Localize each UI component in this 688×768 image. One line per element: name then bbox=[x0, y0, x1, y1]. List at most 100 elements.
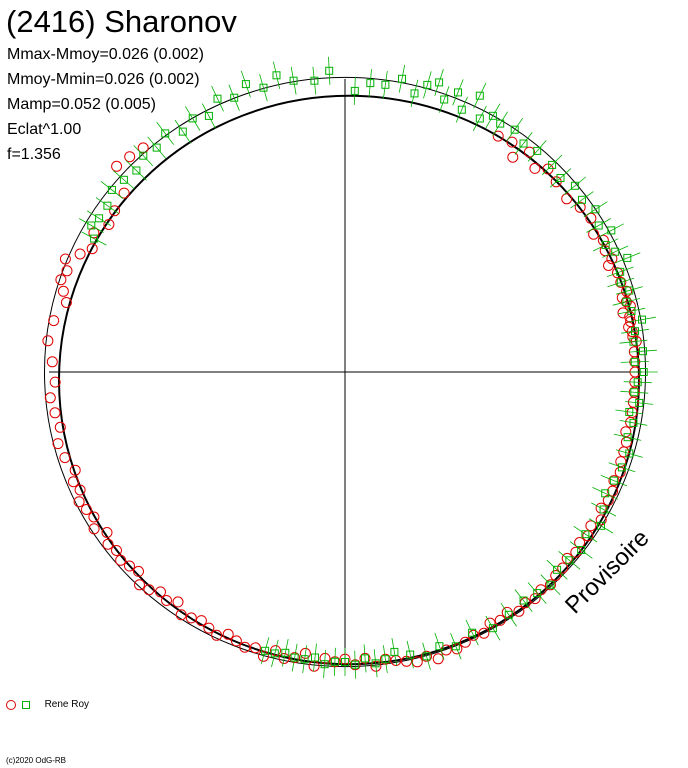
data-point-circle bbox=[478, 627, 490, 639]
error-bar bbox=[439, 86, 450, 113]
error-bar bbox=[628, 349, 657, 353]
data-point-square-marker bbox=[139, 151, 148, 160]
data-point-square-marker bbox=[488, 624, 497, 633]
data-point-square-marker bbox=[631, 327, 639, 336]
data-point-square-marker bbox=[281, 648, 290, 657]
data-point-square-marker bbox=[457, 105, 466, 114]
data-point-square bbox=[320, 650, 329, 679]
error-bar bbox=[615, 449, 643, 458]
data-point-circle bbox=[614, 466, 626, 478]
data-point-square bbox=[625, 398, 654, 407]
data-point-square bbox=[492, 111, 508, 136]
data-point-square bbox=[260, 637, 270, 665]
error-bar bbox=[623, 381, 652, 384]
data-point-square-marker bbox=[594, 221, 603, 230]
data-point-square bbox=[620, 388, 649, 397]
data-point-circle bbox=[249, 642, 261, 654]
data-point-square bbox=[546, 559, 568, 580]
data-point-circle bbox=[620, 436, 632, 448]
data-point-circle bbox=[88, 511, 100, 523]
data-point-square bbox=[573, 525, 598, 543]
data-point-square bbox=[126, 160, 147, 181]
data-point-square bbox=[350, 76, 359, 105]
data-point-square bbox=[381, 70, 390, 99]
data-point-square-marker bbox=[625, 449, 634, 458]
error-bar bbox=[541, 154, 563, 176]
data-point-square-marker bbox=[103, 201, 112, 210]
data-point-circle bbox=[557, 562, 569, 574]
legend-circle-marker bbox=[6, 700, 16, 710]
data-point-circle bbox=[620, 296, 632, 308]
data-point-circle bbox=[588, 228, 600, 240]
data-point-circle bbox=[60, 297, 72, 308]
legend-observer-label: Rene Roy bbox=[44, 699, 90, 710]
data-point-square bbox=[558, 550, 581, 570]
data-point-square-marker bbox=[423, 80, 432, 89]
error-bar bbox=[185, 106, 201, 131]
data-point-square-marker bbox=[504, 610, 513, 619]
legend: Rene Roy bbox=[6, 698, 89, 712]
data-point-square bbox=[450, 633, 462, 660]
data-point-circle bbox=[370, 660, 382, 672]
data-point-square bbox=[259, 74, 268, 102]
data-point-square-marker bbox=[290, 653, 299, 662]
error-bar bbox=[79, 218, 104, 233]
data-point-square-marker bbox=[366, 79, 375, 88]
data-point-square-marker bbox=[639, 368, 648, 376]
data-point-square-marker bbox=[519, 139, 528, 148]
error-bar bbox=[302, 645, 307, 674]
error-bar bbox=[312, 66, 317, 95]
data-point-square-marker bbox=[623, 253, 632, 262]
data-point-square bbox=[174, 119, 192, 144]
data-point-square bbox=[272, 61, 281, 89]
data-point-square-marker bbox=[577, 546, 586, 554]
error-bar bbox=[619, 339, 648, 344]
data-point-square-marker bbox=[627, 307, 636, 316]
data-point-circle bbox=[507, 151, 519, 163]
data-point-square bbox=[598, 223, 624, 238]
data-point-circle bbox=[603, 260, 614, 271]
data-point-square bbox=[500, 602, 517, 627]
data-point-square-marker bbox=[591, 205, 600, 214]
data-point-square-marker bbox=[351, 660, 360, 669]
data-point-square-marker bbox=[617, 463, 626, 472]
data-point-circle bbox=[124, 151, 136, 163]
data-point-square-marker bbox=[599, 505, 608, 514]
data-point-square bbox=[620, 357, 649, 366]
data-point-square bbox=[310, 66, 319, 95]
error-bar bbox=[290, 66, 297, 95]
error-bar bbox=[527, 140, 547, 162]
data-point-square-marker bbox=[468, 628, 477, 637]
data-point-square bbox=[592, 487, 619, 500]
data-point-square-marker bbox=[95, 214, 104, 223]
data-point-square-marker bbox=[488, 111, 497, 120]
data-point-square-marker bbox=[629, 337, 638, 346]
data-point-circle bbox=[618, 446, 630, 458]
data-point-square bbox=[330, 647, 339, 676]
data-point-square bbox=[506, 117, 524, 142]
data-point-circle bbox=[134, 579, 145, 591]
data-point-circle bbox=[608, 475, 620, 487]
data-point-circle bbox=[630, 335, 642, 347]
data-point-circle bbox=[585, 520, 597, 532]
data-point-square bbox=[351, 650, 360, 679]
error-bar bbox=[473, 82, 487, 109]
data-point-square-marker bbox=[639, 347, 647, 356]
data-point-square-marker bbox=[633, 378, 642, 387]
data-point-square-marker bbox=[616, 278, 625, 287]
data-point-square bbox=[325, 56, 334, 85]
error-bar bbox=[86, 210, 112, 227]
data-point-square-marker bbox=[609, 476, 618, 485]
error-bar bbox=[614, 252, 641, 264]
data-point-square-marker bbox=[152, 143, 161, 152]
error-bar bbox=[492, 111, 508, 136]
error-bar bbox=[592, 238, 619, 252]
data-point-square-marker bbox=[519, 596, 528, 605]
copyright-notice: (c)2020 OdG-RB bbox=[6, 756, 67, 765]
error-bar bbox=[621, 328, 649, 334]
data-point-square-marker bbox=[623, 433, 632, 442]
data-point-square bbox=[607, 277, 635, 288]
data-point-square bbox=[422, 642, 431, 670]
error-bar bbox=[620, 390, 649, 394]
data-point-circle bbox=[48, 315, 60, 327]
